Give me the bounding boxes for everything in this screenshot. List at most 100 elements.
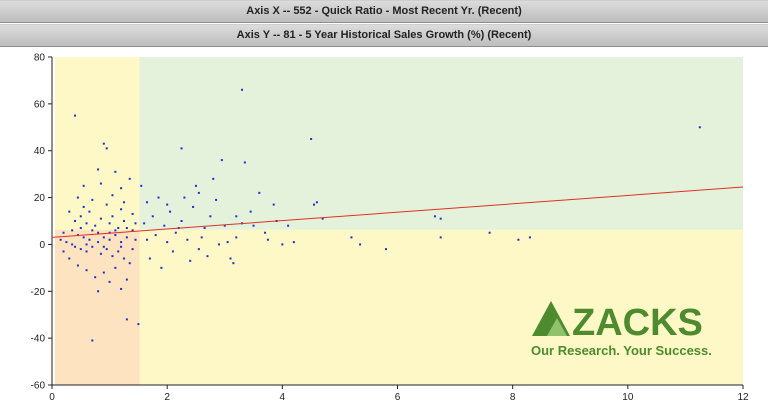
data-point (108, 238, 111, 241)
data-point (359, 243, 362, 246)
data-point (114, 229, 117, 232)
y-axis-title-bar: Axis Y -- 81 - 5 Year Historical Sales G… (0, 24, 768, 47)
data-point (384, 248, 387, 251)
data-point (215, 198, 218, 201)
x-tick-label: 6 (395, 392, 401, 403)
data-point (131, 248, 134, 251)
data-points (59, 88, 701, 342)
data-point (223, 224, 226, 227)
data-point (76, 196, 79, 199)
data-point (114, 170, 117, 173)
data-point (146, 238, 149, 241)
x-tick-label: 10 (622, 392, 634, 403)
y-axis-title: Axis Y -- 81 - 5 Year Historical Sales G… (236, 29, 532, 41)
data-point (114, 234, 117, 237)
data-point (71, 229, 74, 232)
data-point (97, 168, 100, 171)
data-point (192, 205, 195, 208)
y-tick-labels: 80 60 40 20 0 -20 -40 -60 (31, 53, 52, 392)
data-point (59, 238, 62, 241)
data-point (82, 184, 85, 187)
y-tick-label: 80 (34, 53, 46, 64)
data-point (105, 248, 108, 251)
data-point (79, 227, 82, 230)
data-point (102, 236, 105, 239)
data-point (180, 147, 183, 150)
data-point (102, 142, 105, 145)
scatter-chart: ZACKS Our Research. Your Success. 0 2 4 6 8 1… (31, 53, 749, 404)
data-point (131, 212, 134, 215)
data-point (174, 231, 177, 234)
data-point (128, 262, 131, 265)
data-point (197, 248, 200, 251)
data-point (698, 126, 701, 129)
y-tick-label: 20 (34, 193, 46, 204)
data-point (313, 203, 316, 206)
data-point (266, 238, 269, 241)
data-point (111, 255, 114, 258)
x-tick-label: 12 (737, 392, 749, 403)
quadrant-top-right (139, 57, 743, 230)
data-point (148, 257, 151, 260)
data-point (206, 255, 209, 258)
y-tick-label: 0 (39, 240, 45, 251)
data-point (114, 266, 117, 269)
data-point (183, 196, 186, 199)
data-point (229, 257, 232, 260)
data-point (157, 196, 160, 199)
data-point (235, 236, 238, 239)
data-point (85, 269, 88, 272)
data-point (186, 238, 189, 241)
y-tick-label: 40 (34, 146, 46, 157)
data-point (88, 238, 91, 241)
data-point (272, 203, 275, 206)
data-point (85, 243, 88, 246)
data-point (281, 243, 284, 246)
data-point (146, 201, 149, 204)
data-point (120, 208, 123, 211)
data-point (203, 227, 206, 230)
data-point (99, 217, 102, 220)
x-tick-label: 0 (49, 392, 55, 403)
data-point (122, 201, 125, 204)
data-point (169, 210, 172, 213)
data-point (249, 210, 252, 213)
data-point (232, 262, 235, 265)
trend-line-group (51, 186, 744, 238)
data-point (68, 210, 71, 213)
x-axis-title: Axis X -- 552 - Quick Ratio - Most Recen… (246, 5, 522, 17)
data-point (99, 252, 102, 255)
data-point (85, 250, 88, 253)
data-point (102, 271, 105, 274)
data-point (160, 266, 163, 269)
data-point (528, 236, 531, 239)
data-point (97, 241, 100, 244)
y-tick-label: 60 (34, 99, 46, 110)
data-point (105, 203, 108, 206)
zacks-logo-icon-inner (547, 318, 567, 336)
x-tick-label: 4 (280, 392, 286, 403)
data-point (85, 222, 88, 225)
data-point (102, 245, 105, 248)
logo-word: ZACKS (572, 302, 703, 344)
data-point (243, 161, 246, 164)
data-point (125, 278, 128, 281)
data-point (154, 234, 157, 237)
data-point (252, 224, 255, 227)
data-point (171, 250, 174, 253)
data-point (65, 241, 68, 244)
data-point (235, 215, 238, 218)
data-point (189, 259, 192, 262)
data-point (488, 231, 491, 234)
y-tick-label: -60 (31, 381, 46, 392)
data-point (79, 248, 82, 251)
data-point (105, 147, 108, 150)
data-point (108, 280, 111, 283)
data-point (97, 231, 100, 234)
data-point (241, 88, 244, 91)
data-point (200, 236, 203, 239)
data-point (122, 220, 125, 222)
data-point (134, 238, 137, 241)
data-point (91, 245, 94, 248)
data-point (137, 323, 140, 326)
